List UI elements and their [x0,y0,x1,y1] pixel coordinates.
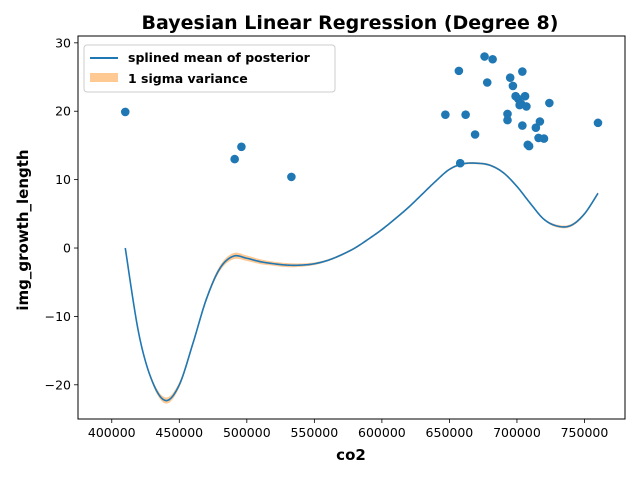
x-tick-label: 400000 [88,425,136,440]
x-tick-label: 750000 [561,425,609,440]
data-point [520,91,530,101]
data-point [535,117,545,126]
chart-title: Bayesian Linear Regression (Degree 8) [142,12,559,34]
data-point [593,118,603,128]
y-tick-label: 0 [63,241,71,256]
x-tick-label: 600000 [358,425,406,440]
data-point [237,142,246,152]
legend-box [83,44,336,93]
data-point [480,52,489,61]
y-axis-label: img_growth_length [14,149,32,310]
x-tick-label: 700000 [493,425,541,440]
x-tick-label: 450000 [155,425,203,440]
data-point [470,130,480,139]
data-point [287,172,296,182]
data-point [120,107,130,117]
plot-frame [77,35,626,420]
data-point [488,54,497,64]
y-tick-label: −20 [45,377,71,392]
legend-label-variance: 1 sigma variance [128,71,248,86]
data-point [522,102,531,111]
y-tick-label: 10 [55,172,71,187]
data-point [461,110,470,119]
x-tick-label: 650000 [426,425,474,440]
data-point [503,115,512,125]
data-point [545,98,554,108]
data-point [454,66,464,76]
data-point [539,134,549,143]
data-point [441,110,450,119]
data-point [482,78,492,87]
axis-ticks: 400000 450000 500000 550000 600000 650000 7000… [45,35,609,440]
y-tick-label: −10 [45,309,71,324]
plot-area [120,52,603,404]
legend-patch-swatch [90,73,118,82]
legend-label-mean: splined mean of posterior [128,50,311,65]
y-tick-label: 20 [55,104,71,119]
data-point [508,81,518,91]
data-point [524,141,534,151]
mean-line [124,162,599,402]
data-point [518,121,527,130]
data-point [531,123,541,132]
data-point [455,158,465,168]
data-point [505,73,515,83]
data-point [518,67,527,76]
data-point [230,154,239,164]
y-tick-label: 30 [55,35,71,50]
x-tick-label: 500000 [223,425,271,440]
x-axis-label: co2 [336,446,366,464]
data-point [503,109,512,119]
legend: splined mean of posterior 1 sigma varian… [83,44,336,93]
x-tick-label: 550000 [290,425,338,440]
